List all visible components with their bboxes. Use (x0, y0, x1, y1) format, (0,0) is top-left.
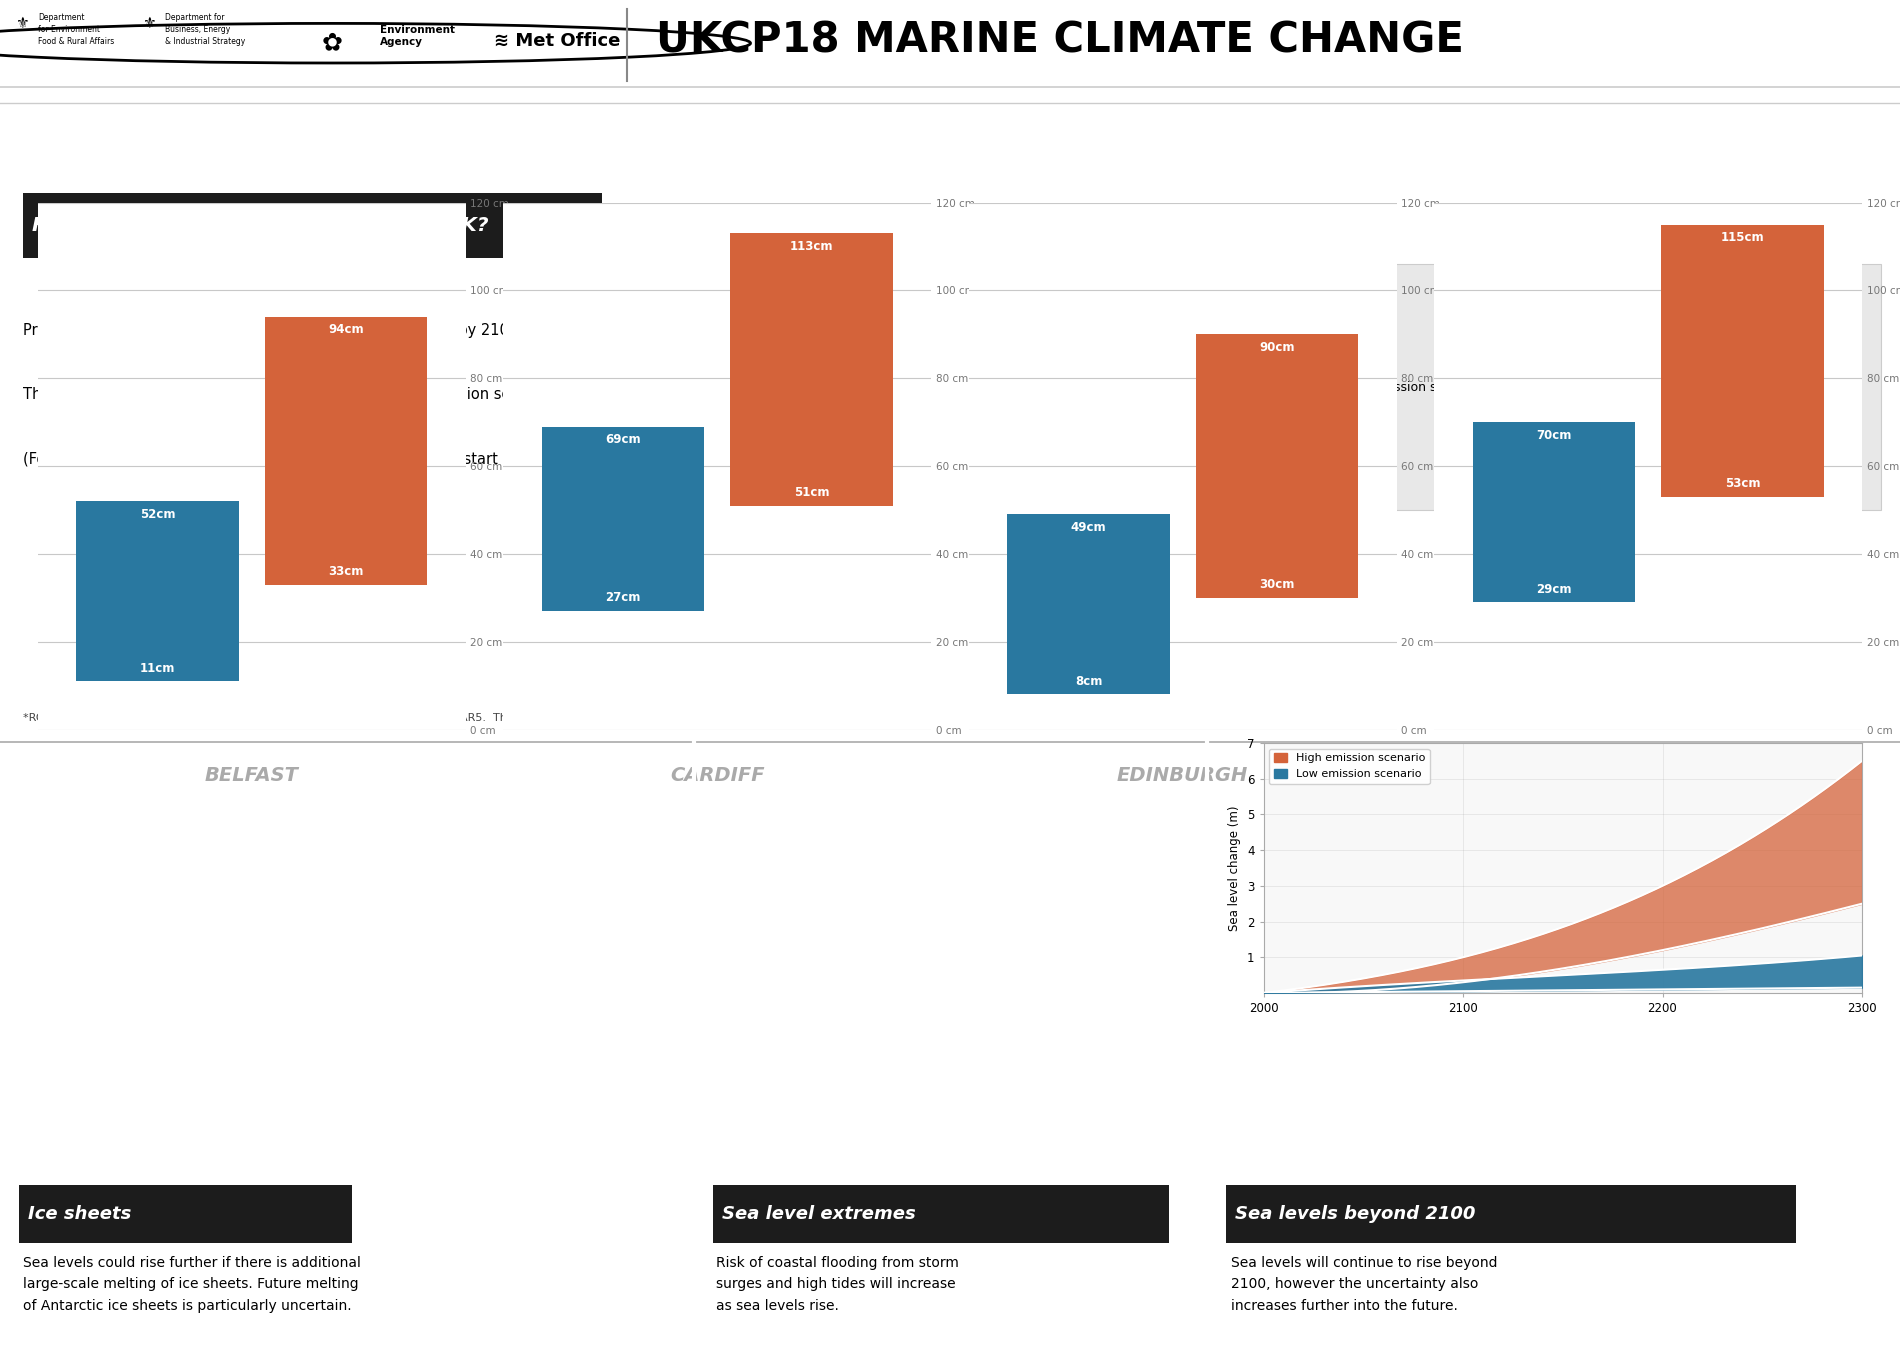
Text: 29cm: 29cm (1537, 582, 1571, 596)
Text: Risk of coastal flooding from storm
surges and high tides will increase
as sea l: Risk of coastal flooding from storm surg… (716, 1255, 960, 1313)
Bar (1007, 515, 1170, 694)
Text: Ice sheets: Ice sheets (28, 1205, 131, 1223)
Text: Sea levels will continue to rise beyond
2100, however the uncertainty also
incre: Sea levels will continue to rise beyond … (1231, 1255, 1497, 1313)
Text: 53cm: 53cm (1725, 477, 1759, 490)
Text: 8cm: 8cm (1075, 676, 1102, 688)
Text: Sea level extremes: Sea level extremes (722, 1205, 916, 1223)
Text: Sea levels beyond 2100: Sea levels beyond 2100 (1235, 1205, 1476, 1223)
Text: Range in high emission scenario: Range in high emission scenario (1647, 381, 1851, 393)
Text: UKCP18 MARINE CLIMATE CHANGE: UKCP18 MARINE CLIMATE CHANGE (656, 19, 1463, 62)
Bar (1206, 349, 1264, 426)
Text: Sea levels could rise further if there is additional
large-scale melting of ice : Sea levels could rise further if there i… (23, 1255, 361, 1313)
Text: *RCP2.6 and RCP8.5 are the low and high emission scenarios used, as in IPCC AR5.: *RCP2.6 and RCP8.5 are the low and high … (23, 713, 747, 723)
Text: Department for
Business, Energy
& Industrial Strategy: Department for Business, Energy & Indust… (165, 14, 245, 46)
Text: How much will sea levels rise in the UK?: How much will sea levels rise in the UK? (32, 216, 488, 235)
Text: (For reference, UK sea levels have risen by 16 cm since the start of the 20th ce: (For reference, UK sea levels have risen… (23, 453, 654, 467)
Text: The range for a low emission scenario (blue) and high emission scenario (red) ar: The range for a low emission scenario (b… (23, 388, 688, 403)
Text: Projected sea level rise projections at four UK capital cities by 2100 relative : Projected sea level rise projections at … (23, 323, 686, 338)
Bar (76, 501, 239, 681)
Bar (712, 1185, 1168, 1243)
Bar (1661, 224, 1824, 497)
Text: ⚜: ⚜ (15, 16, 28, 31)
Bar (542, 427, 705, 611)
Bar (1226, 1185, 1796, 1243)
Text: ≋ Met Office: ≋ Met Office (494, 31, 621, 50)
Legend: High emission scenario, Low emission scenario: High emission scenario, Low emission sce… (1269, 748, 1429, 784)
Text: EDINBURGH: EDINBURGH (1117, 766, 1248, 785)
Text: 70cm: 70cm (1537, 428, 1571, 442)
Bar (1195, 334, 1358, 597)
Bar (1168, 265, 1881, 511)
Text: Department
for Environment
Food & Rural Affairs: Department for Environment Food & Rural … (38, 14, 114, 46)
Text: 113cm: 113cm (790, 240, 834, 253)
Text: CARDIFF: CARDIFF (671, 766, 764, 785)
Text: 69cm: 69cm (606, 434, 640, 446)
Bar (264, 316, 428, 585)
Text: 49cm: 49cm (1072, 521, 1106, 534)
Bar (1568, 349, 1624, 426)
Text: 90cm: 90cm (1260, 340, 1294, 354)
Y-axis label: Sea level change (m): Sea level change (m) (1229, 805, 1241, 931)
Bar (730, 234, 893, 505)
Text: Environment
Agency: Environment Agency (380, 26, 454, 47)
Text: LONDON: LONDON (1602, 766, 1695, 785)
Text: 27cm: 27cm (606, 592, 640, 604)
Text: 52cm: 52cm (141, 508, 175, 520)
Text: 33cm: 33cm (329, 565, 363, 578)
Text: ⚜: ⚜ (142, 16, 156, 31)
Text: 30cm: 30cm (1260, 578, 1294, 592)
Bar (23, 193, 602, 258)
Text: BELFAST: BELFAST (205, 766, 298, 785)
Text: 115cm: 115cm (1721, 231, 1765, 245)
Text: 94cm: 94cm (329, 323, 363, 336)
Bar (1472, 422, 1636, 603)
Text: ✿: ✿ (321, 31, 344, 55)
Text: 11cm: 11cm (141, 662, 175, 674)
Text: 51cm: 51cm (794, 486, 828, 499)
Bar (19, 1185, 352, 1243)
Text: Range in low emission scenario: Range in low emission scenario (1286, 381, 1484, 393)
